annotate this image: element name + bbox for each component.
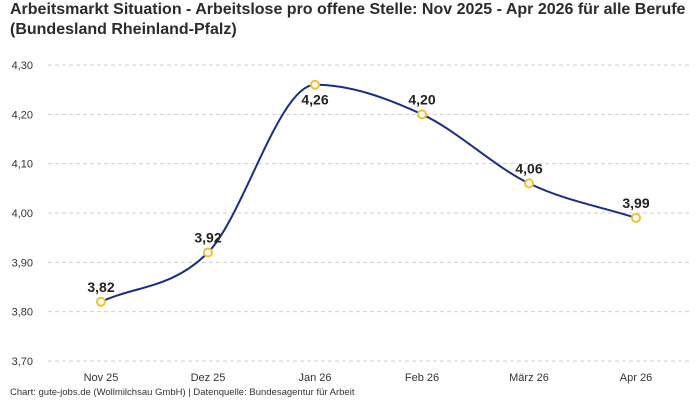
x-axis-ticks: Nov 25 Dez 25 Jan 26 Feb 26 März 26 Apr 26 — [84, 372, 653, 384]
data-point — [524, 178, 534, 189]
x-tick-label: März 26 — [509, 372, 549, 384]
series-line — [100, 83, 637, 303]
y-tick-label: 3,80 — [12, 307, 33, 319]
y-axis-ticks: 3,70 3,80 3,90 4,00 4,10 4,20 4,30 — [12, 60, 33, 368]
data-labels: 3,82 3,92 4,26 4,20 4,06 3,99 — [87, 91, 649, 294]
x-tick-label: Dez 25 — [191, 372, 226, 384]
data-point — [631, 212, 641, 223]
data-point — [96, 296, 106, 307]
y-tick-label: 4,10 — [12, 159, 33, 171]
x-tick-label: Nov 25 — [84, 372, 119, 384]
series-line-group — [100, 83, 637, 303]
chart-title: Arbeitsmarkt Situation - Arbeitslose pro… — [10, 1, 686, 38]
y-tick-label: 3,70 — [12, 356, 33, 368]
y-tick-label: 4,20 — [12, 109, 33, 121]
data-label: 3,92 — [194, 229, 221, 245]
data-point — [417, 109, 427, 120]
data-point — [310, 79, 320, 90]
x-tick-label: Feb 26 — [405, 372, 439, 384]
data-label: 3,99 — [622, 195, 649, 211]
x-tick-label: Jan 26 — [298, 372, 331, 384]
x-tick-label: Apr 26 — [620, 372, 652, 384]
data-label: 4,06 — [515, 160, 542, 176]
y-tick-label: 4,30 — [12, 60, 33, 72]
data-label: 4,20 — [408, 91, 435, 107]
data-points — [96, 79, 641, 307]
data-point — [203, 247, 213, 258]
data-label: 3,82 — [87, 279, 114, 295]
y-tick-label: 3,90 — [12, 257, 33, 269]
y-tick-label: 4,00 — [12, 208, 33, 220]
data-label: 4,26 — [301, 92, 328, 108]
chart-source-note: Chart: gute-jobs.de (Wollmilchsau GmbH) … — [10, 387, 355, 398]
grid-lines — [48, 64, 690, 362]
